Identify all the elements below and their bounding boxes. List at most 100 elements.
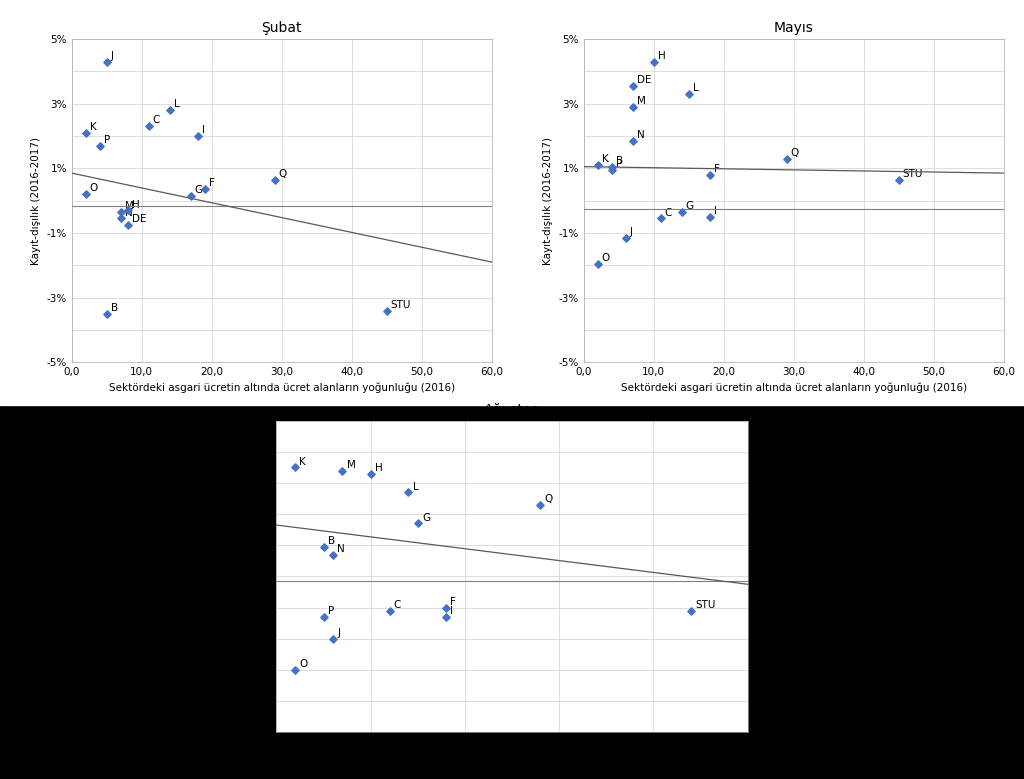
Text: M: M (637, 96, 646, 106)
Point (98, 308, 115, 320)
Point (78, 188, 94, 200)
Text: STU: STU (391, 300, 411, 310)
Point (140, 120, 157, 132)
Point (287, 664, 303, 676)
Text: M: M (346, 460, 355, 470)
Point (603, 160, 620, 173)
Text: L: L (174, 99, 179, 109)
Point (189, 130, 206, 143)
Text: H: H (132, 199, 139, 210)
Text: Q: Q (791, 148, 799, 158)
Text: C: C (393, 600, 401, 610)
Point (287, 461, 303, 474)
Point (625, 135, 641, 147)
Point (98, 55, 115, 68)
Point (652, 212, 669, 224)
Point (197, 183, 213, 196)
Point (701, 168, 718, 181)
Text: K: K (602, 154, 608, 164)
Text: P: P (615, 159, 623, 169)
Point (603, 164, 620, 176)
Title: Mayıs: Mayıs (774, 21, 813, 35)
Text: I: I (714, 206, 717, 216)
Text: P: P (103, 135, 111, 145)
Text: B: B (111, 303, 118, 313)
Point (120, 219, 136, 231)
Point (438, 601, 455, 614)
Point (645, 55, 662, 68)
Text: J: J (630, 227, 633, 237)
Point (379, 305, 395, 317)
Point (325, 548, 341, 561)
Text: P: P (328, 606, 334, 616)
Text: I: I (451, 606, 454, 616)
Text: O: O (299, 659, 308, 669)
Text: J: J (111, 51, 114, 61)
Point (325, 633, 341, 645)
Point (410, 517, 426, 530)
Text: H: H (375, 463, 383, 473)
Title: Ağustos: Ağustos (484, 403, 540, 417)
Text: B: B (328, 536, 335, 546)
Y-axis label: Kayıt-dışılık (2016-2017): Kayıt-dışılık (2016-2017) (236, 513, 246, 640)
Text: O: O (90, 183, 98, 193)
Point (362, 467, 379, 480)
Text: DE: DE (637, 75, 651, 85)
Text: K: K (299, 456, 306, 467)
Text: DE: DE (132, 214, 146, 224)
Y-axis label: Kayıt-dışılık (2016-2017): Kayıt-dışılık (2016-2017) (543, 136, 553, 265)
Text: L: L (693, 83, 698, 93)
Text: J: J (337, 628, 340, 638)
Point (532, 499, 549, 511)
Text: N: N (637, 130, 644, 140)
Point (334, 464, 350, 477)
Text: Q: Q (545, 494, 553, 504)
Text: I: I (202, 125, 205, 136)
Text: N: N (337, 544, 345, 554)
Point (890, 174, 907, 186)
Text: STU: STU (695, 600, 716, 610)
Text: O: O (602, 253, 610, 263)
Text: B: B (615, 156, 623, 166)
Point (381, 605, 397, 617)
Text: F: F (714, 164, 720, 174)
X-axis label: Sektördeki asgari ücretin altında ücret alanların yoğunluğu (2016): Sektördeki asgari ücretin altında ücret … (621, 382, 967, 393)
Point (315, 611, 332, 623)
Point (701, 210, 718, 223)
Text: G: G (422, 513, 430, 523)
Point (113, 206, 129, 218)
Text: K: K (90, 122, 96, 132)
Point (590, 257, 606, 270)
Point (78, 126, 94, 139)
Point (590, 159, 606, 171)
Text: F: F (209, 178, 215, 189)
Point (617, 231, 634, 244)
Point (438, 611, 455, 623)
Text: G: G (686, 201, 694, 211)
X-axis label: Sektördeki asgari ücretin altında ücret alanların yoğunluğu (2016): Sektördeki asgari ücretin altında ücret … (109, 382, 455, 393)
Point (778, 153, 795, 165)
Point (120, 204, 136, 217)
Point (400, 486, 417, 499)
Text: G: G (195, 185, 203, 195)
Text: C: C (665, 207, 672, 217)
Point (162, 104, 178, 116)
Text: Q: Q (279, 169, 287, 179)
Y-axis label: Kayıt-dışılık (2016-2017): Kayıt-dışılık (2016-2017) (31, 136, 41, 265)
Text: N: N (125, 207, 132, 217)
Point (113, 212, 129, 224)
Point (683, 605, 699, 617)
Text: H: H (657, 51, 666, 61)
Point (266, 174, 283, 186)
Text: F: F (451, 597, 456, 607)
Point (625, 100, 641, 113)
Text: M: M (125, 201, 134, 211)
Point (625, 79, 641, 92)
X-axis label: Sektördeki asgari ücretin altında ücret alanların yoğunluğu (2016): Sektördeki asgari ücretin altında ücret … (339, 753, 685, 763)
Text: C: C (153, 115, 160, 125)
Text: L: L (413, 481, 418, 492)
Title: Şubat: Şubat (261, 21, 302, 35)
Point (182, 189, 199, 202)
Point (674, 206, 690, 218)
Text: STU: STU (903, 169, 923, 179)
